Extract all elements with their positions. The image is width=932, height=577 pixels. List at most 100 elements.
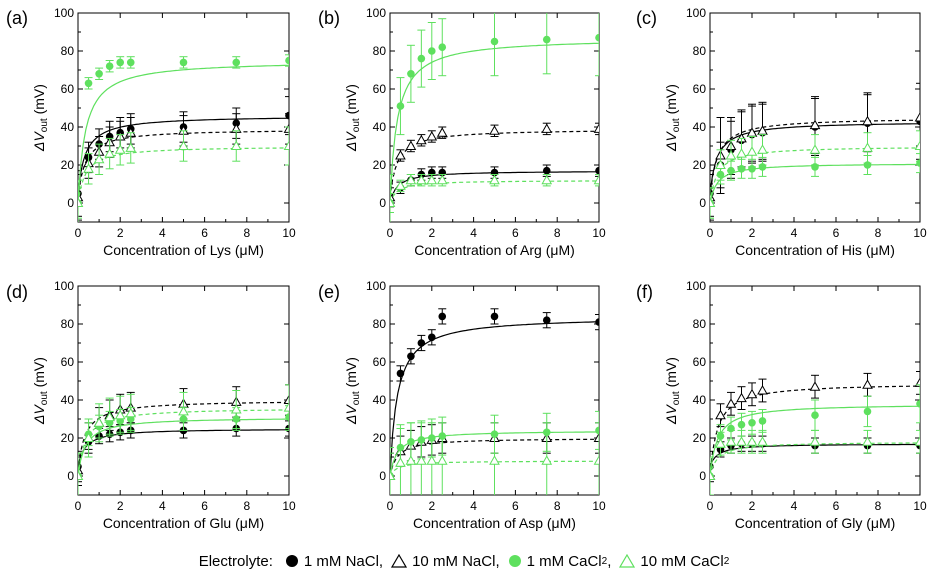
series-10-mm-cacl2: [390, 174, 599, 213]
y-axis-label: ΔVout (mV): [663, 357, 682, 425]
data-point: [595, 426, 599, 435]
data-point: [715, 159, 726, 169]
data-point: [83, 163, 94, 173]
data-point: [283, 123, 289, 133]
y-tick-label: 0: [699, 196, 706, 210]
legend-label-suffix: ,: [607, 552, 612, 570]
data-point: [757, 144, 768, 154]
data-point: [593, 432, 599, 442]
data-point: [114, 144, 126, 154]
x-tick-label: 4: [159, 226, 166, 240]
series-10-mm-cacl2: [390, 422, 599, 495]
data-point: [93, 153, 105, 164]
data-point: [862, 379, 873, 389]
data-point: [178, 405, 189, 416]
y-tick-label: 0: [67, 469, 74, 483]
data-point: [436, 455, 448, 465]
data-point: [396, 369, 405, 378]
y-axis-label-main: ΔV: [663, 131, 679, 152]
data-point: [396, 102, 405, 110]
legend-item-nacl-10mm: 10 mM NaCl,: [387, 553, 500, 570]
y-tick-label: 0: [379, 196, 386, 210]
data-point: [715, 438, 726, 448]
y-tick-label: 40: [61, 120, 75, 134]
x-tick-label: 6: [512, 499, 519, 513]
data-point: [710, 470, 716, 480]
data-point: [809, 119, 821, 130]
y-tick-label: 20: [61, 158, 75, 172]
series-10-mm-cacl2: [710, 429, 920, 495]
x-tick-label: 0: [707, 499, 714, 513]
legend-label: 10 mM CaCl: [640, 552, 724, 570]
data-point: [415, 134, 427, 145]
x-tick-label: 8: [554, 499, 561, 513]
y-axis-label-unit: (mV): [343, 84, 359, 118]
x-tick-label: 6: [201, 226, 208, 240]
data-point: [809, 144, 821, 154]
y-tick-label: 20: [693, 158, 707, 172]
x-tick-label: 2: [117, 226, 124, 240]
series-10-mm-nacl: [390, 122, 599, 208]
data-point: [438, 312, 447, 321]
plot-area: [78, 54, 289, 222]
y-axis-label-main: ΔV: [343, 404, 359, 425]
x-tick-label: 6: [201, 499, 208, 513]
x-tick-label: 4: [791, 226, 798, 240]
x-axis-label: Concentration of Gly (μM): [735, 515, 896, 531]
data-point: [736, 148, 747, 158]
data-point: [595, 318, 599, 326]
legend-label: 1 mM CaCl: [526, 552, 602, 570]
data-point: [725, 149, 737, 160]
data-point: [417, 339, 426, 347]
y-tick-label: 60: [61, 355, 75, 369]
panel-label: (b): [318, 8, 340, 28]
series-10-mm-cacl2: [710, 130, 920, 219]
data-point: [125, 407, 137, 418]
y-axis-label: ΔVout (mV): [31, 84, 50, 152]
fit-curve: [710, 385, 920, 477]
y-tick-label: 20: [373, 158, 387, 172]
y-tick-label: 60: [373, 355, 387, 369]
data-point: [436, 174, 448, 185]
data-point: [232, 58, 241, 67]
x-tick-label: 4: [791, 499, 798, 513]
data-point: [758, 417, 767, 425]
data-point: [417, 54, 426, 63]
data-point: [230, 140, 242, 150]
data-point: [863, 407, 872, 416]
x-tick-label: 6: [833, 499, 840, 513]
data-point: [541, 174, 553, 185]
data-point: [78, 197, 84, 207]
data-point: [116, 58, 124, 67]
plot-area: [390, 308, 599, 495]
x-tick-label: 2: [428, 226, 435, 240]
data-point: [746, 388, 758, 399]
data-point: [83, 432, 94, 442]
data-point: [595, 33, 599, 42]
y-axis-label-sub: out: [39, 118, 50, 132]
y-tick-label: 100: [366, 279, 386, 293]
y-tick-label: 60: [693, 355, 707, 369]
y-axis-label: ΔVout (mV): [31, 357, 50, 425]
y-axis-label-unit: (mV): [343, 357, 359, 391]
x-tick-label: 6: [512, 226, 519, 240]
data-point: [104, 411, 116, 422]
x-axis-label: Concentration of Asp (μM): [413, 515, 576, 531]
y-axis-label-sub: out: [671, 391, 682, 405]
data-point: [715, 409, 726, 420]
data-point: [489, 125, 500, 135]
x-tick-label: 0: [75, 499, 82, 513]
x-tick-label: 2: [749, 499, 756, 513]
data-point: [285, 56, 289, 65]
data-point: [862, 436, 873, 446]
x-tick-label: 4: [159, 499, 166, 513]
y-tick-label: 20: [693, 431, 707, 445]
data-point: [746, 436, 758, 446]
x-tick-label: 10: [913, 226, 927, 240]
y-tick-label: 0: [699, 469, 706, 483]
data-point: [490, 312, 499, 321]
open-triangle-marker-icon: [391, 554, 408, 568]
